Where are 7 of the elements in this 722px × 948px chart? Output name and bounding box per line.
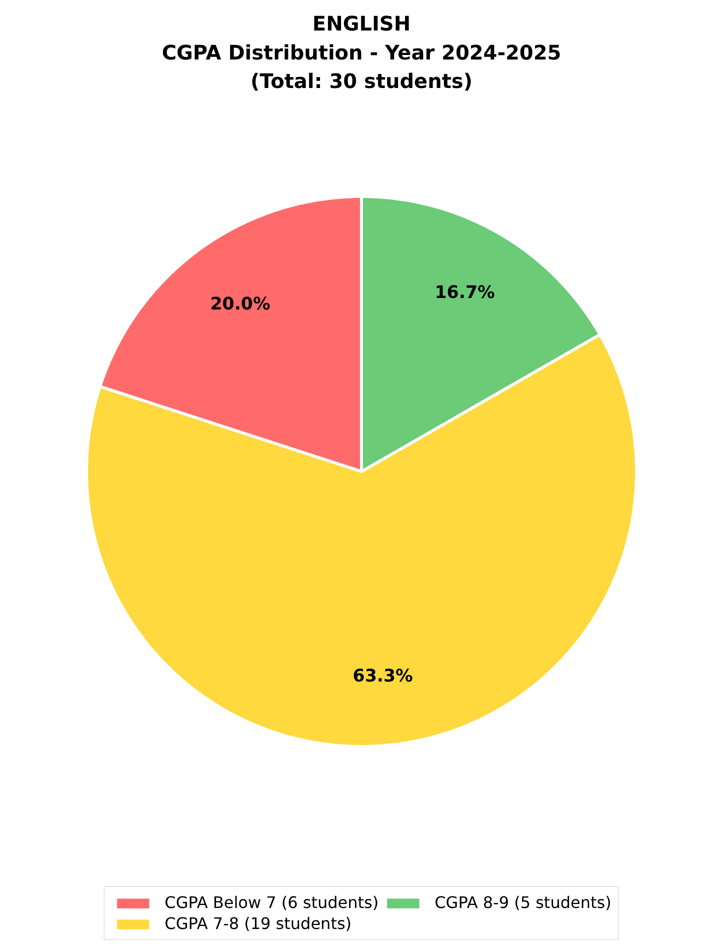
- data-label: 16.7%: [434, 282, 495, 303]
- legend-label: CGPA 7-8 (19 students): [164, 914, 352, 933]
- chart-title: ENGLISH CGPA Distribution - Year 2024-2025 (Total: 30 students): [162, 12, 562, 94]
- legend-label: CGPA Below 7 (6 students): [164, 893, 379, 912]
- data-label: 63.3%: [352, 666, 413, 687]
- legend-label: CGPA 8-9 (5 students): [434, 893, 612, 912]
- data-label: 20.0%: [210, 294, 270, 315]
